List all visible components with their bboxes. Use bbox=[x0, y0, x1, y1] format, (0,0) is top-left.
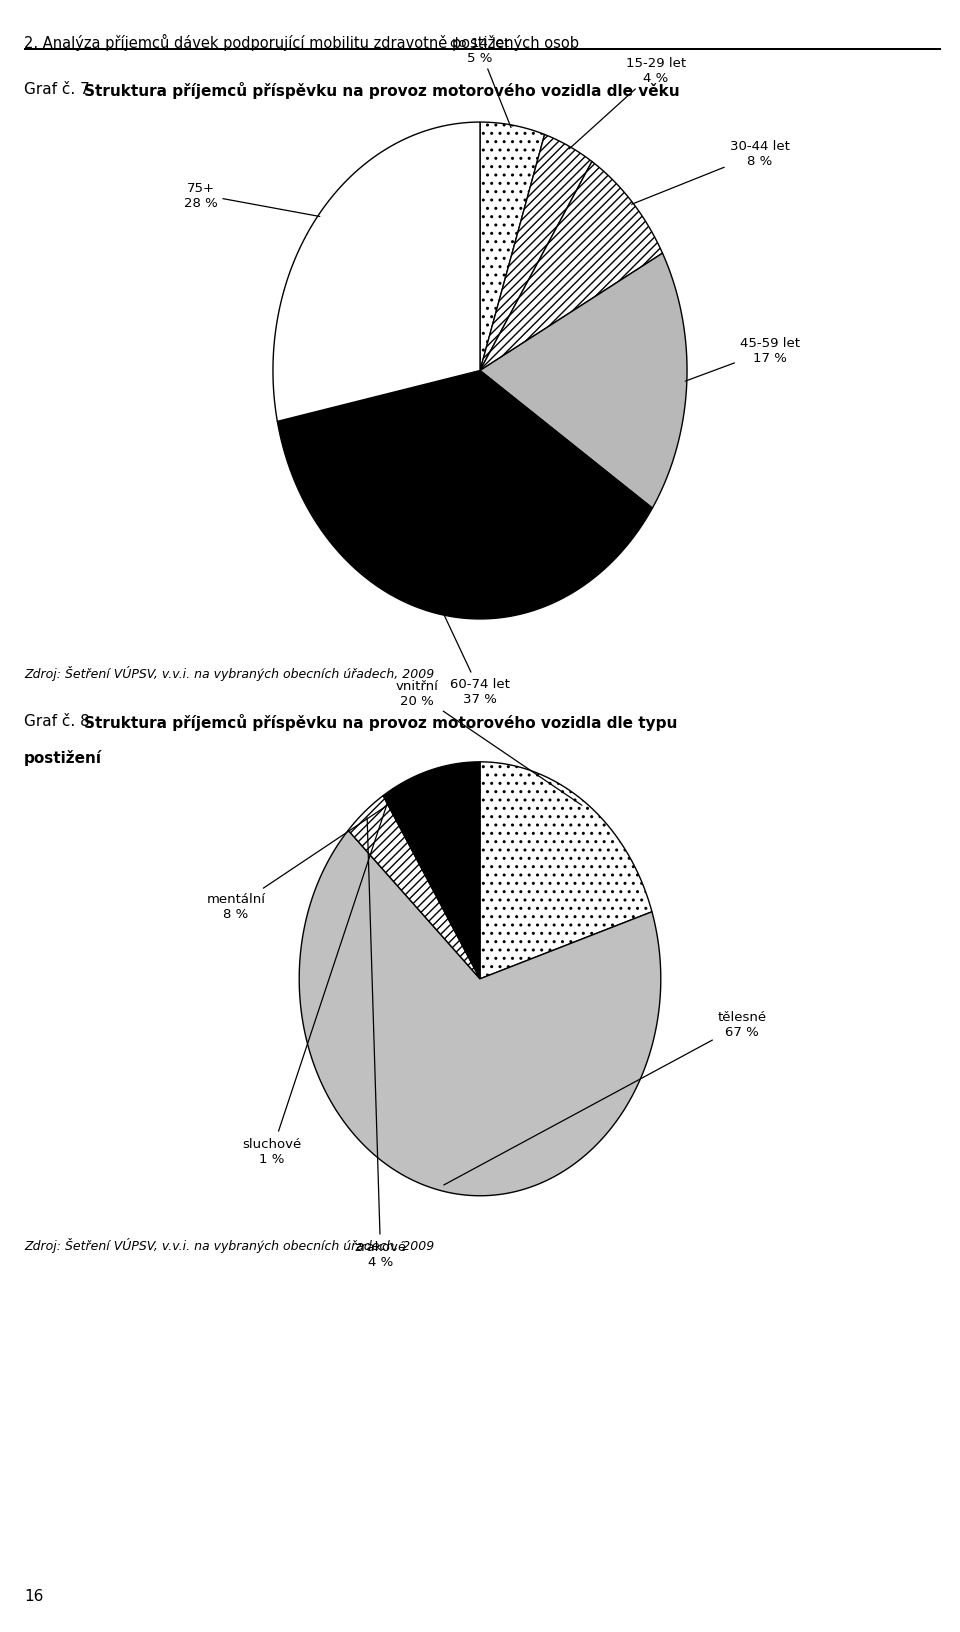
Polygon shape bbox=[277, 370, 653, 620]
Polygon shape bbox=[393, 762, 480, 979]
Polygon shape bbox=[480, 762, 652, 979]
Text: Zdroj: Šetření VÚPSV, v.v.i. na vybraných obecních úřadech, 2009: Zdroj: Šetření VÚPSV, v.v.i. na vybranýc… bbox=[24, 666, 434, 681]
Text: 16: 16 bbox=[24, 1588, 43, 1603]
Text: 15-29 let
4 %: 15-29 let 4 % bbox=[569, 57, 686, 150]
Polygon shape bbox=[300, 831, 660, 1196]
Text: do 14 let
5 %: do 14 let 5 % bbox=[450, 36, 511, 129]
Polygon shape bbox=[480, 135, 592, 370]
Polygon shape bbox=[273, 122, 480, 423]
Text: 2. Analýza příjemců dávek podporující mobilitu zdravotně postižených osob: 2. Analýza příjemců dávek podporující mo… bbox=[24, 34, 579, 51]
Text: postižení: postižení bbox=[24, 749, 102, 765]
Polygon shape bbox=[480, 163, 662, 370]
Text: 60-74 let
37 %: 60-74 let 37 % bbox=[443, 612, 510, 707]
Text: 45-59 let
17 %: 45-59 let 17 % bbox=[685, 336, 800, 382]
Text: 75+
28 %: 75+ 28 % bbox=[183, 181, 320, 217]
Polygon shape bbox=[480, 255, 687, 509]
Polygon shape bbox=[348, 796, 480, 979]
Text: Zdroj: Šetření VÚPSV, v.v.i. na vybraných obecních úřadech, 2009: Zdroj: Šetření VÚPSV, v.v.i. na vybranýc… bbox=[24, 1237, 434, 1252]
Text: tělesné
67 %: tělesné 67 % bbox=[444, 1010, 767, 1185]
Text: Struktura příjemců příspěvku na provoz motorového vozidla dle typu: Struktura příjemců příspěvku na provoz m… bbox=[84, 713, 677, 730]
Text: mentální
8 %: mentální 8 % bbox=[206, 775, 434, 920]
Text: Graf č. 8: Graf č. 8 bbox=[24, 713, 95, 728]
Text: sluchové
1 %: sluchové 1 % bbox=[243, 800, 389, 1165]
Text: Struktura příjemců příspěvku na provoz motorového vozidla dle věku: Struktura příjemců příspěvku na provoz m… bbox=[84, 82, 679, 98]
Polygon shape bbox=[480, 122, 544, 370]
Text: zrakové
4 %: zrakové 4 % bbox=[354, 818, 407, 1268]
Text: Graf č. 7: Graf č. 7 bbox=[24, 82, 95, 96]
Text: 30-44 let
8 %: 30-44 let 8 % bbox=[632, 140, 789, 206]
Polygon shape bbox=[383, 790, 480, 979]
Text: vnitřní
20 %: vnitřní 20 % bbox=[396, 679, 582, 806]
